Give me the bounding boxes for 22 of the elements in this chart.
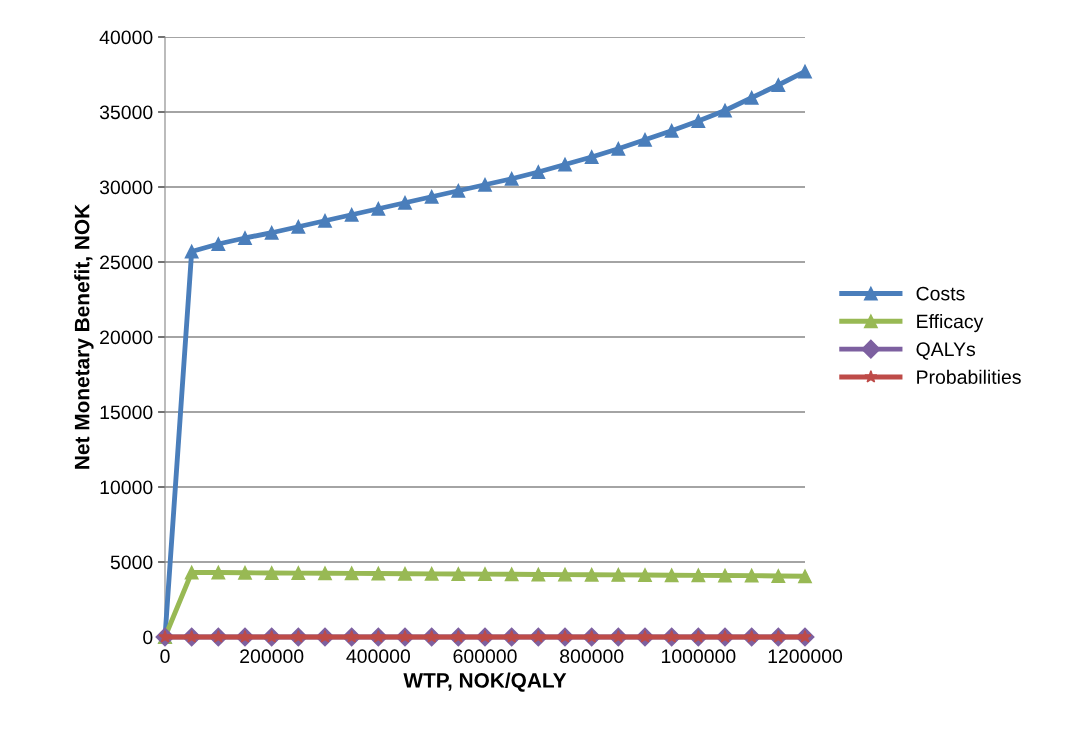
x-tick-label: 800000 (560, 649, 624, 664)
legend-label: Efficacy (917, 314, 984, 333)
y-tick-label: 25000 (100, 255, 153, 270)
x-tick-label: 1200000 (768, 649, 843, 664)
x-tick-label: 1000000 (661, 649, 736, 664)
x-axis-title: WTP, NOK/QALY (403, 672, 567, 692)
x-tick-label: 400000 (346, 649, 411, 664)
y-tick-label: 5000 (110, 555, 153, 570)
legend-label: Costs (916, 286, 965, 301)
legend-label: QALYs (916, 342, 976, 360)
y-tick-label: 30000 (99, 180, 153, 195)
x-tick-label: 0 (160, 649, 170, 664)
y-tick-label: 40000 (99, 30, 153, 45)
y-tick-label: 20000 (100, 330, 153, 345)
y-tick-label: 35000 (99, 105, 153, 120)
y-tick-label: 15000 (100, 405, 153, 420)
y-axis-title: Net Monetary Benefit, NOK (74, 204, 94, 469)
legend-label: Probabilities (917, 369, 1021, 384)
x-tick-label: 200000 (240, 649, 304, 664)
y-tick-label: 10000 (100, 480, 153, 495)
y-tick-label: 0 (143, 630, 153, 645)
x-tick-label: 600000 (453, 649, 517, 664)
